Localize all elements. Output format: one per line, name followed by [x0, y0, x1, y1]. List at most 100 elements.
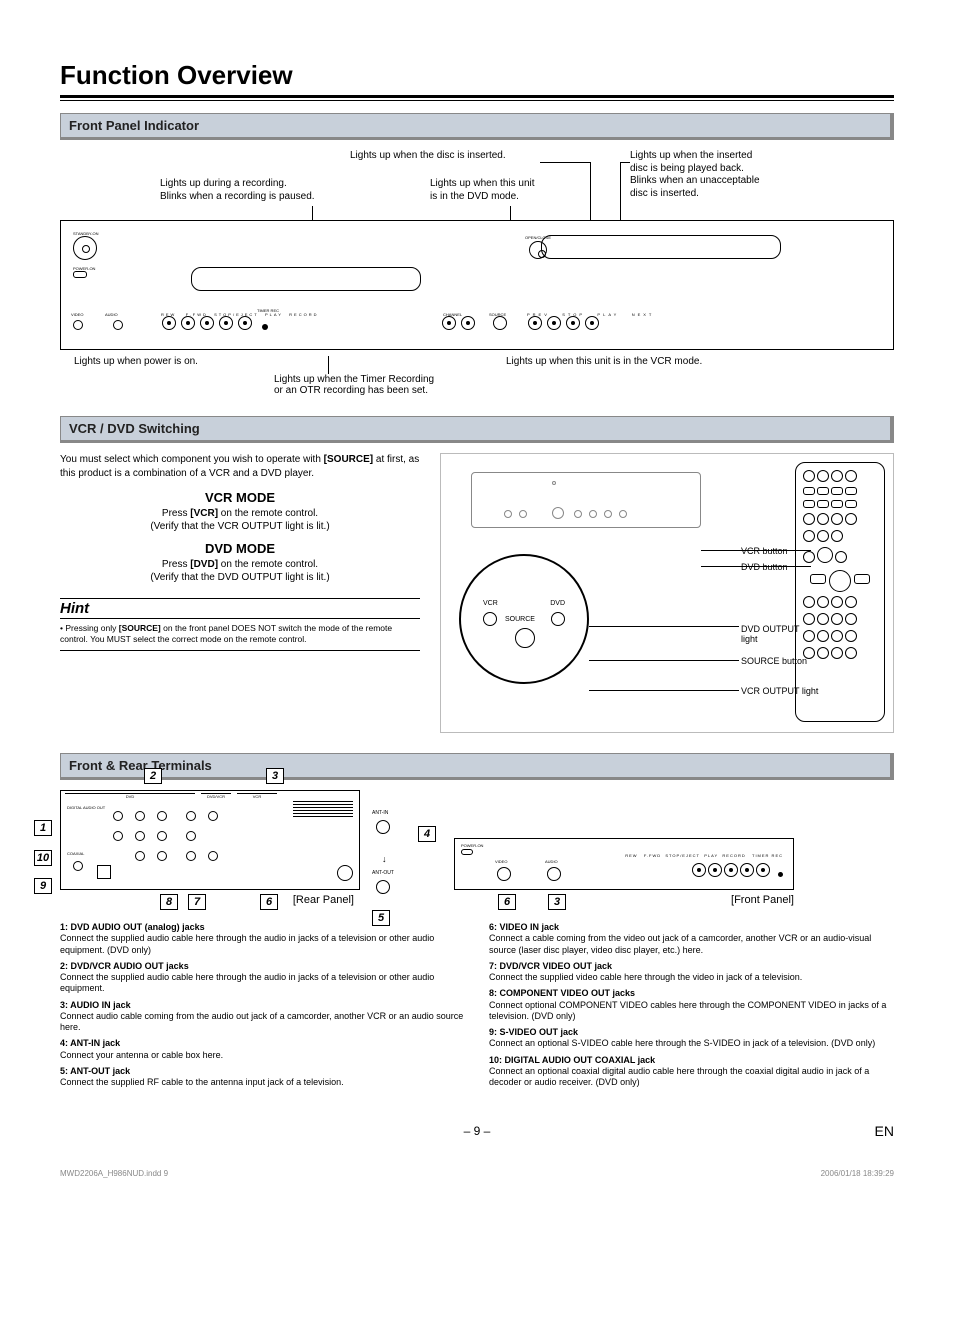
terminal-item-6: 6: VIDEO IN jackConnect a cable coming f…	[489, 922, 894, 956]
label-power-on: POWER-ON	[73, 266, 99, 271]
label-ffwd: F.FWD	[186, 312, 208, 317]
num-3a: 3	[266, 768, 284, 784]
fs-power-label: POWER-ON	[461, 843, 483, 848]
dvd-mode-text: Press [DVD] on the remote control.(Verif…	[60, 558, 420, 584]
mag-vcr-led-icon	[483, 612, 497, 626]
remote-body	[795, 462, 885, 722]
mag-vcr-label: VCR	[483, 600, 498, 607]
num-3b: 3	[548, 894, 566, 910]
label-play2: PLAY	[597, 312, 619, 317]
prev-button-icon	[528, 316, 542, 330]
power-led-icon	[73, 271, 87, 278]
ant-out-label: ANT-OUT	[372, 870, 394, 876]
num-7: 7	[188, 894, 206, 910]
label-dvd-button: DVD button	[741, 562, 788, 572]
hint-title: Hint	[60, 598, 420, 619]
channel-down-icon	[442, 316, 456, 330]
title-rule	[60, 95, 894, 101]
rear-panel-label: [Rear Panel]	[60, 894, 354, 906]
terminal-item-2: 2: DVD/VCR AUDIO OUT jacksConnect the su…	[60, 961, 465, 995]
next-button-icon	[585, 316, 599, 330]
label-timer-rec: TIMER REC	[257, 308, 279, 313]
label-next: NEXT	[632, 312, 655, 317]
terminal-item-1: 1: DVD AUDIO OUT (analog) jacksConnect t…	[60, 922, 465, 956]
fs-audio-label: AUDIO	[545, 859, 558, 864]
rear-dvdvcr-label: DVD/VCR	[201, 793, 231, 799]
stop-button-icon	[547, 316, 561, 330]
num-8: 8	[160, 894, 178, 910]
callout-vcr-mode: Lights up when this unit is in the VCR m…	[506, 356, 702, 367]
label-prev: PREV	[527, 312, 550, 317]
vcr-mode-title: VCR MODE	[60, 490, 420, 505]
ffwd-button-icon	[181, 316, 195, 330]
rew-button-icon	[162, 316, 176, 330]
label-openclose: OPEN/CLOSE	[525, 235, 551, 259]
play-button-icon	[219, 316, 233, 330]
label-dvd-output: DVD OUTPUT light	[741, 624, 800, 644]
label-video: VIDEO	[71, 312, 83, 317]
rear-coaxial-label: COAXIAL	[67, 851, 84, 856]
terminal-item-9: 9: S-VIDEO OUT jackConnect an optional S…	[489, 1027, 894, 1050]
svideo-jack-icon	[97, 865, 111, 879]
label-stop: STOP	[562, 312, 585, 317]
rear-vcr-label: VCR	[237, 793, 277, 799]
play2-button-icon	[566, 316, 580, 330]
label-audio: AUDIO	[105, 312, 118, 317]
stopeject-button-icon	[200, 316, 214, 330]
terminal-list-right: 6: VIDEO IN jackConnect a cable coming f…	[489, 922, 894, 1093]
section-indicator-header: Front Panel Indicator	[60, 113, 894, 140]
timer-dot-icon	[262, 324, 268, 330]
label-stopeject: STOP/EJECT	[214, 312, 259, 317]
terminal-list-left: 1: DVD AUDIO OUT (analog) jacksConnect t…	[60, 922, 465, 1093]
switching-intro: You must select which component you wish…	[60, 453, 420, 480]
terminal-item-10: 10: DIGITAL AUDIO OUT COAXIAL jackConnec…	[489, 1055, 894, 1089]
section-switching-header: VCR / DVD Switching	[60, 416, 894, 443]
file-meta: MWD2206A_H986NUD.indd 9	[60, 1169, 168, 1178]
rear-panel-diagram: DVD DVD/VCR VCR DIGITAL AUDIO OUT COAXIA…	[60, 790, 360, 890]
num-9: 9	[34, 878, 52, 894]
ant-in-jack-icon	[376, 820, 390, 834]
num-6a: 6	[260, 894, 278, 910]
video-jack-icon	[73, 320, 83, 330]
mag-source-label: SOURCE	[505, 616, 535, 623]
section-terminals-header: Front & Rear Terminals	[60, 753, 894, 780]
ant-in-label: ANT-IN	[372, 810, 388, 816]
front-panel-strip: POWER-ON VIDEO AUDIO REW F.FWD STOP/EJEC…	[454, 838, 794, 890]
indicator-callouts-bottom: Lights up when power is on. Lights up wh…	[60, 356, 894, 416]
label-channel: CHANNEL	[443, 312, 462, 317]
mag-dvd-label: DVD	[550, 600, 565, 607]
terminals-diagrams: 1 10 9 2 3 8 7 6 DVD DVD/VCR VCR DIGITAL…	[60, 790, 894, 906]
device-sketch	[471, 472, 701, 528]
label-vcr-button: VCR button	[741, 546, 788, 556]
record-button-icon	[238, 316, 252, 330]
terminal-item-8: 8: COMPONENT VIDEO OUT jacksConnect opti…	[489, 988, 894, 1022]
channel-up-icon	[461, 316, 475, 330]
page-number: – 9 –	[338, 1124, 616, 1138]
num-6b: 6	[498, 894, 516, 910]
audio-jack-icon	[113, 320, 123, 330]
mag-source-button-icon	[515, 628, 535, 648]
num-2: 2	[144, 768, 162, 784]
mag-dvd-led-icon	[551, 612, 565, 626]
terminal-item-7: 7: DVD/VCR VIDEO OUT jackConnect the sup…	[489, 961, 894, 984]
rear-digital-label: DIGITAL AUDIO OUT	[67, 805, 105, 810]
source-button-icon	[493, 316, 507, 330]
terminal-item-3: 3: AUDIO IN jackConnect audio cable comi…	[60, 1000, 465, 1034]
lang-code: EN	[616, 1123, 894, 1139]
num-10: 10	[34, 850, 52, 866]
terminal-item-4: 4: ANT-IN jackConnect your antenna or ca…	[60, 1038, 465, 1061]
num-5: 5	[372, 910, 390, 926]
standby-knob-icon	[73, 236, 97, 260]
ant-out-jack-icon	[376, 880, 390, 894]
openclose-knob-icon	[529, 241, 547, 259]
callout-playback: Lights up when the inserted disc is bein…	[630, 150, 850, 200]
callout-dvd-mode: Lights up when this unit is in the DVD m…	[430, 178, 610, 203]
rear-dvd-label: DVD	[65, 793, 195, 799]
callout-timer: Lights up when the Timer Recording or an…	[274, 374, 524, 396]
page-title: Function Overview	[60, 60, 894, 91]
callout-disc-inserted: Lights up when the disc is inserted.	[350, 150, 580, 163]
power-cord-icon	[337, 865, 353, 881]
display-window-1	[191, 267, 421, 291]
dvd-mode-title: DVD MODE	[60, 541, 420, 556]
num-1: 1	[34, 820, 52, 836]
